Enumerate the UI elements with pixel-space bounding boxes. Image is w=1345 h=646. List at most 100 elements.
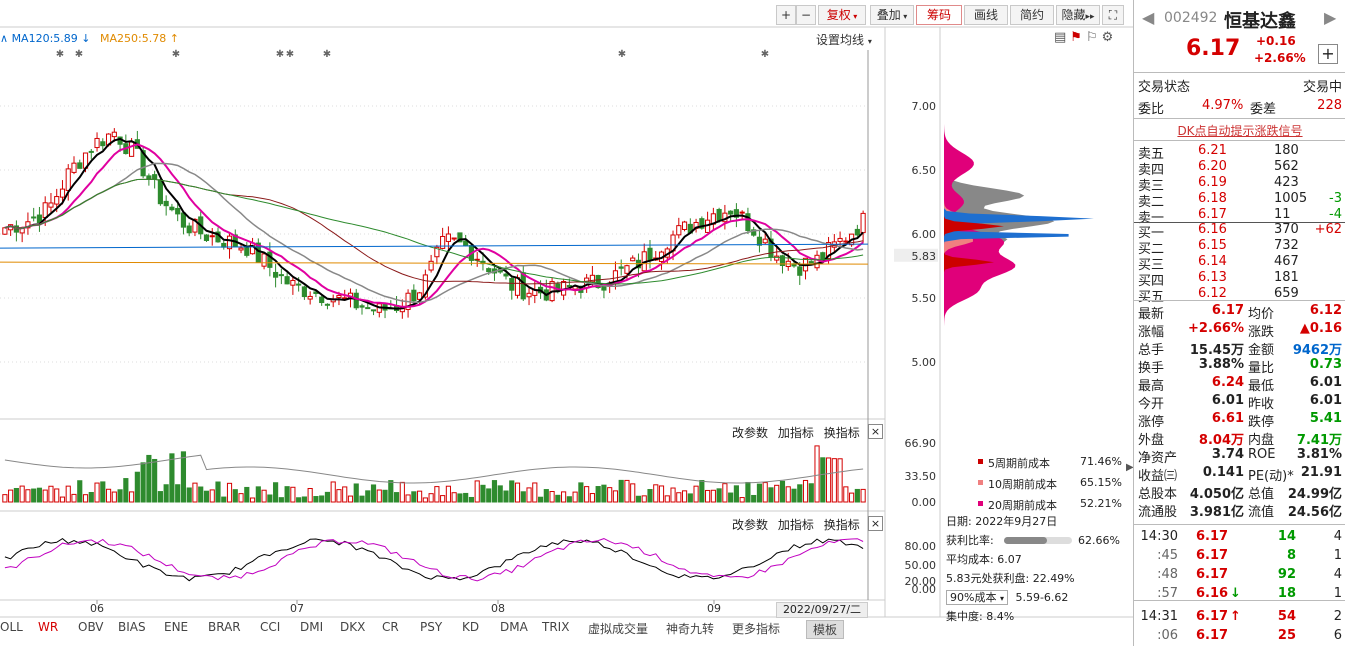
volume-bar [140, 462, 146, 503]
indicator-tab[interactable]: DKX [340, 620, 366, 634]
candle [762, 238, 768, 244]
candle [716, 208, 722, 222]
huaxian-button[interactable]: 画线 [964, 5, 1008, 25]
stat-value: 9462万 [1292, 343, 1342, 358]
indicator-tab[interactable]: TRIX [542, 620, 570, 634]
indicator-tab[interactable]: DMA [500, 620, 528, 634]
chouma-button[interactable]: 筹码 [916, 5, 962, 25]
tick-arrow-icon: ↓ [1230, 586, 1241, 601]
order-book-row[interactable]: 卖三 6.19 423 [1134, 175, 1345, 194]
level-label: 卖四 [1138, 163, 1165, 178]
indicator-tab[interactable]: DMI [300, 620, 324, 634]
level-label: 卖五 [1138, 147, 1165, 162]
kline-chart[interactable]: 7.00 6.50 6.00 5.83 5.50 5.00 66.90 33.50 0.00 80… [0, 0, 1133, 646]
prev-stock-icon[interactable]: ◀ [1142, 8, 1155, 27]
event-marker-icon: ✱ [56, 49, 64, 60]
zoom-out-button[interactable]: − [796, 5, 816, 25]
candle [486, 268, 492, 273]
candle [273, 271, 279, 278]
volume-bar [405, 494, 411, 503]
candle [422, 274, 428, 298]
flag-icon[interactable]: ⚐ [1085, 30, 1102, 45]
osc-switch-button[interactable]: 换指标 [823, 518, 860, 532]
tick-row: 14:31 6.17 ↑ 54 2 [1134, 609, 1345, 627]
cost-select[interactable]: 90%成本 ▾ [946, 590, 1008, 605]
order-book-row[interactable]: 买五 6.12 659 [1134, 286, 1345, 305]
volume-bar [301, 496, 307, 503]
set-ma-button[interactable]: 设置均线 ▾ [816, 31, 872, 48]
candle [278, 274, 284, 277]
volume-bar [123, 478, 129, 503]
indicator-tab[interactable]: CCI [260, 620, 281, 634]
indicator-tab[interactable]: BRAR [208, 620, 241, 634]
osc-add-button[interactable]: 加指标 [777, 518, 814, 532]
stat-value: 0.73 [1309, 357, 1342, 372]
order-book-row[interactable]: 买四 6.13 181 [1134, 270, 1345, 289]
indicator-tab[interactable]: ENE [164, 620, 189, 634]
stat-value: 0.141 [1202, 465, 1244, 480]
order-book-row[interactable]: 买三 6.14 467 [1134, 254, 1345, 273]
wr2-line [4, 538, 864, 582]
indicator-tab[interactable]: KD [462, 620, 480, 634]
indicator-tab[interactable]: OLL [0, 620, 23, 634]
candle [129, 141, 135, 157]
stat-value: 6.01 [1309, 393, 1342, 408]
stat-label: 涨幅 [1138, 325, 1165, 340]
volume-bar [313, 496, 319, 503]
collapse-arrow-icon[interactable]: ▶ [1126, 462, 1134, 473]
ma5-line [4, 137, 864, 310]
stat-label: 涨停 [1138, 415, 1165, 430]
vol-switch-button[interactable]: 换指标 [823, 426, 860, 440]
profit-bar [1004, 537, 1072, 544]
legend-label: 20周期前成本 [988, 499, 1057, 512]
stat-label: 总手 [1138, 343, 1165, 358]
zoom-in-button[interactable]: + [776, 5, 796, 25]
indicator-tab[interactable]: 模板 [806, 620, 845, 639]
last-price: 6.17 [1186, 36, 1241, 61]
indicator-tab[interactable]: PSY [420, 620, 443, 634]
dk-signal-link[interactable]: DK点自动提示涨跌信号 [1177, 124, 1303, 138]
vol-modify-button[interactable]: 改参数 [732, 426, 769, 440]
order-book-row[interactable]: 卖四 6.20 562 [1134, 159, 1345, 178]
candle [676, 225, 682, 236]
indicator-tab[interactable]: BIAS [118, 620, 146, 634]
order-book-row[interactable]: 卖五 6.21 180 [1134, 143, 1345, 162]
settings-icon[interactable]: ⚙ [1101, 30, 1118, 45]
volume-bar [59, 496, 66, 503]
volume-bar [601, 484, 607, 503]
osc-close-icon[interactable]: × [868, 516, 883, 531]
vol-close-icon[interactable]: × [868, 424, 883, 439]
dropdown-icon: ▾ [999, 594, 1004, 603]
fullscreen-icon[interactable]: ⛶ [1102, 5, 1124, 25]
order-book-row[interactable]: 买二 6.15 732 [1134, 238, 1345, 257]
osc-modify-button[interactable]: 改参数 [732, 518, 769, 532]
stat-label: 金额 [1248, 343, 1275, 358]
diejia-button[interactable]: 叠加 ▾ [870, 5, 914, 25]
add-watchlist-icon[interactable]: + [1318, 44, 1338, 64]
indicator-tab[interactable]: CR [382, 620, 399, 634]
yincang-button[interactable]: 隐藏▸▸ [1056, 5, 1100, 25]
fuquan-button[interactable]: 复权 ▾ [818, 5, 866, 25]
next-stock-icon[interactable]: ▶ [1324, 8, 1337, 27]
vol-add-button[interactable]: 加指标 [777, 426, 814, 440]
volume-bar [641, 495, 647, 503]
candle [451, 237, 457, 240]
volume-bar [393, 492, 400, 503]
bars-icon[interactable]: ▤ [1054, 30, 1071, 45]
indicator-tab[interactable]: 神奇九转 [666, 622, 715, 636]
level-price: 6.12 [1198, 286, 1227, 301]
jianyue-button[interactable]: 简约 [1010, 5, 1054, 25]
indicator-tab[interactable]: 更多指标 [732, 622, 781, 636]
stat-label: 流值 [1248, 505, 1275, 520]
chip-info: 日期: 2022年9月27日 获利比率: 62.66% 平均成本: 6.07 5… [946, 512, 1126, 626]
candle [88, 150, 94, 153]
indicator-tab[interactable]: OBV [78, 620, 104, 634]
indicator-tab[interactable]: 虚拟成交量 [588, 622, 649, 636]
flag-red-icon[interactable]: ⚑ [1070, 30, 1086, 45]
candle [699, 218, 705, 229]
volume-bar [543, 489, 549, 503]
volume-bar [13, 487, 19, 503]
order-book-row[interactable]: 卖二 6.18 1005 -3 [1134, 191, 1345, 210]
indicator-tab[interactable]: WR [38, 620, 59, 634]
order-book-row[interactable]: 买一 6.16 370 +62 [1134, 222, 1345, 241]
